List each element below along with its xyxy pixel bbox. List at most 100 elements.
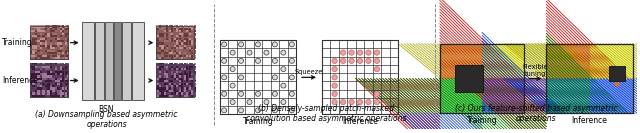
Bar xyxy=(159,50,161,52)
Bar xyxy=(179,90,181,92)
Bar xyxy=(37,42,40,45)
Bar xyxy=(156,26,194,59)
Bar xyxy=(164,33,166,35)
Bar xyxy=(57,33,60,35)
Bar xyxy=(55,55,57,57)
Bar xyxy=(57,75,60,78)
Bar xyxy=(156,80,159,82)
Bar xyxy=(173,30,176,32)
Bar xyxy=(37,83,40,85)
Bar xyxy=(47,83,49,85)
Bar xyxy=(30,83,32,85)
Bar xyxy=(50,85,52,87)
Circle shape xyxy=(289,108,294,113)
Bar xyxy=(57,88,60,90)
Bar xyxy=(47,66,49,68)
Bar xyxy=(173,95,176,97)
Bar xyxy=(65,57,67,59)
Bar xyxy=(159,92,161,95)
Bar xyxy=(35,33,37,35)
Bar xyxy=(169,30,171,32)
Bar xyxy=(40,55,42,57)
Bar xyxy=(55,35,57,37)
Bar xyxy=(65,63,67,65)
Bar xyxy=(40,33,42,35)
Bar xyxy=(55,92,57,95)
Bar xyxy=(176,75,179,78)
Bar xyxy=(37,80,40,82)
Bar xyxy=(189,63,191,65)
Bar xyxy=(193,45,196,47)
Bar xyxy=(57,35,60,37)
Bar xyxy=(193,70,196,73)
Bar xyxy=(156,63,159,65)
Bar xyxy=(40,83,42,85)
Bar xyxy=(186,68,188,70)
Bar xyxy=(173,78,176,80)
Bar xyxy=(161,42,163,45)
Circle shape xyxy=(365,58,371,63)
Bar xyxy=(40,47,42,49)
Bar xyxy=(159,42,161,45)
Bar xyxy=(186,55,188,57)
Bar xyxy=(65,70,67,73)
Bar xyxy=(156,35,159,37)
Bar xyxy=(55,28,57,30)
Bar xyxy=(173,33,176,35)
Bar xyxy=(45,95,47,97)
Bar xyxy=(55,85,57,87)
Bar xyxy=(60,92,62,95)
Bar xyxy=(193,47,196,49)
Bar xyxy=(65,52,67,54)
Bar xyxy=(35,63,37,65)
Bar xyxy=(60,85,62,87)
Bar xyxy=(52,95,54,97)
Bar xyxy=(181,52,184,54)
Circle shape xyxy=(349,99,355,105)
Bar xyxy=(45,50,47,52)
Bar xyxy=(169,50,171,52)
Bar xyxy=(193,28,196,30)
Bar xyxy=(33,66,35,68)
Circle shape xyxy=(357,99,363,105)
Bar xyxy=(184,42,186,45)
Bar xyxy=(169,80,171,82)
Bar xyxy=(166,52,168,54)
Bar xyxy=(159,90,161,92)
Bar xyxy=(193,90,196,92)
Bar xyxy=(47,90,49,92)
Bar xyxy=(173,35,176,37)
Bar xyxy=(67,83,70,85)
Bar xyxy=(40,38,42,40)
Bar xyxy=(60,90,62,92)
Bar xyxy=(30,25,32,28)
Bar xyxy=(193,92,196,95)
Bar xyxy=(171,30,173,32)
Bar xyxy=(47,63,49,65)
Bar xyxy=(42,40,45,42)
Circle shape xyxy=(221,91,227,96)
Bar xyxy=(60,80,62,82)
Bar xyxy=(176,73,179,75)
Circle shape xyxy=(332,91,337,96)
Bar xyxy=(181,95,184,97)
Bar xyxy=(52,38,54,40)
Bar xyxy=(169,25,171,28)
Bar xyxy=(40,45,42,47)
Bar xyxy=(191,35,193,37)
Bar xyxy=(186,92,188,95)
Bar xyxy=(181,68,184,70)
Circle shape xyxy=(273,75,278,80)
Bar xyxy=(169,57,171,59)
Bar xyxy=(186,73,188,75)
Bar xyxy=(35,80,37,82)
Bar xyxy=(166,68,168,70)
Bar xyxy=(159,88,161,90)
Circle shape xyxy=(255,91,260,96)
Bar xyxy=(47,40,49,42)
Bar xyxy=(42,63,45,65)
Bar xyxy=(191,83,193,85)
Bar xyxy=(176,28,179,30)
Bar xyxy=(40,63,42,65)
Bar xyxy=(547,79,589,113)
